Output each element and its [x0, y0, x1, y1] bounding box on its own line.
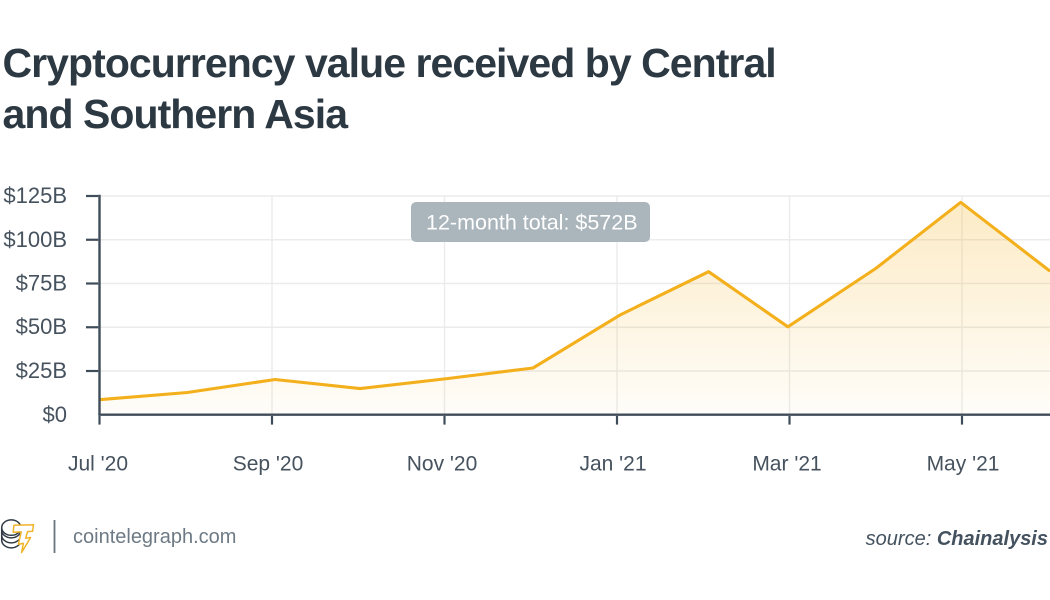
svg-text:$75B: $75B: [16, 271, 67, 296]
svg-text:Jan '21: Jan '21: [579, 453, 646, 476]
svg-text:$50B: $50B: [16, 314, 67, 339]
svg-text:$0: $0: [43, 402, 67, 427]
svg-text:Nov '20: Nov '20: [407, 453, 478, 476]
svg-text:Mar '21: Mar '21: [752, 453, 821, 476]
svg-text:12-month total: $572B: 12-month total: $572B: [426, 211, 638, 235]
svg-text:May '21: May '21: [927, 453, 1000, 476]
svg-text:Jul '20: Jul '20: [68, 453, 128, 476]
svg-text:$125B: $125B: [3, 183, 67, 208]
svg-text:$100B: $100B: [3, 227, 67, 252]
svg-text:Sep '20: Sep '20: [233, 453, 304, 476]
svg-text:$25B: $25B: [16, 358, 67, 383]
